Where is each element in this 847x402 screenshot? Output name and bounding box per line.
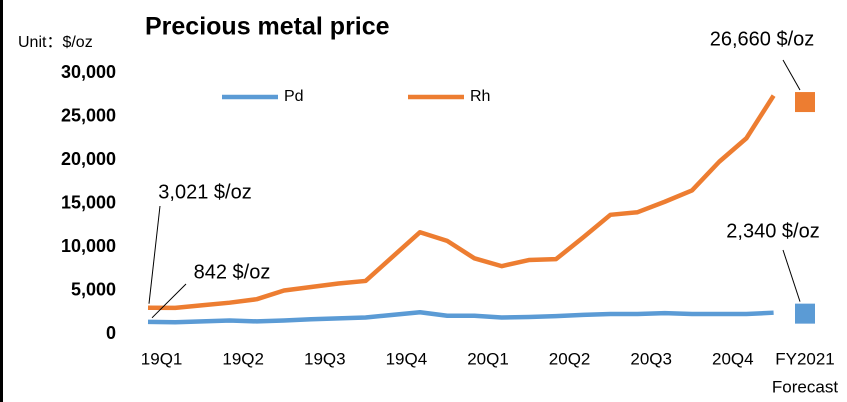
x-tick-label: 20Q1 — [467, 349, 509, 368]
y-axis-label: Unit：$/oz — [18, 34, 93, 51]
y-tick-label: 5,000 — [71, 279, 116, 299]
forecast-marker — [795, 92, 815, 113]
leader-line — [148, 205, 161, 304]
y-tick-label: 0 — [106, 323, 116, 343]
annotation: 3,021 $/oz — [158, 181, 251, 203]
x-tick-label: 20Q2 — [549, 349, 591, 368]
forecast-value-label: 2,340 $/oz — [726, 220, 819, 242]
forecast-value-label: 26,660 $/oz — [710, 28, 815, 50]
y-tick-label: 20,000 — [61, 149, 116, 169]
x-tick-label: 19Q4 — [386, 349, 428, 368]
y-tick-label: 25,000 — [61, 105, 116, 125]
forecast-marker — [795, 303, 815, 324]
leader-line — [782, 249, 801, 302]
x-tick-label: 19Q3 — [304, 349, 346, 368]
forecast-label: Forecast — [772, 377, 838, 396]
x-tick-label: 19Q2 — [222, 349, 264, 368]
y-tick-label: 30,000 — [61, 62, 116, 82]
line — [147, 94, 776, 311]
line — [147, 310, 774, 325]
legend-label: Pd — [284, 88, 304, 105]
annotation: 842 $/oz — [194, 261, 271, 283]
leader-line — [782, 59, 801, 91]
y-tick-label: 15,000 — [61, 192, 116, 212]
leader-line — [151, 283, 187, 319]
y-tick-label: 10,000 — [61, 236, 116, 256]
x-tick-label: 19Q1 — [141, 349, 183, 368]
x-tick-label: 20Q4 — [712, 349, 754, 368]
legend-label: Rh — [470, 88, 490, 105]
x-tick-label: FY2021 — [775, 349, 835, 368]
x-tick-label: 20Q3 — [630, 349, 672, 368]
chart-title: Precious metal price — [145, 13, 390, 41]
